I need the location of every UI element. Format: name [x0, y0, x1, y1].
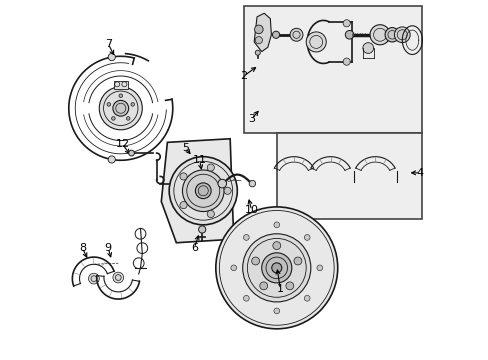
- Circle shape: [369, 25, 389, 45]
- Text: 6: 6: [190, 243, 197, 253]
- Circle shape: [126, 117, 130, 120]
- Circle shape: [215, 207, 337, 329]
- Circle shape: [207, 210, 214, 217]
- Circle shape: [218, 179, 226, 188]
- Circle shape: [255, 50, 260, 55]
- Circle shape: [243, 296, 249, 301]
- Circle shape: [242, 234, 310, 302]
- Circle shape: [180, 173, 187, 180]
- Circle shape: [273, 308, 279, 314]
- Circle shape: [272, 242, 280, 249]
- Circle shape: [254, 25, 263, 34]
- Text: 3: 3: [248, 114, 255, 124]
- Text: 2: 2: [240, 71, 247, 81]
- Text: 11: 11: [192, 155, 206, 165]
- Circle shape: [88, 273, 99, 284]
- Circle shape: [182, 170, 224, 212]
- Circle shape: [289, 28, 303, 41]
- Text: 9: 9: [104, 243, 112, 253]
- Text: 5: 5: [182, 143, 188, 153]
- Circle shape: [251, 257, 259, 265]
- Circle shape: [261, 253, 291, 283]
- Circle shape: [285, 282, 293, 290]
- Text: 12: 12: [115, 139, 129, 149]
- Circle shape: [108, 156, 115, 163]
- Text: 8: 8: [79, 243, 86, 253]
- Circle shape: [259, 282, 267, 290]
- Bar: [244, 6, 421, 134]
- Circle shape: [128, 150, 134, 156]
- Circle shape: [343, 20, 349, 27]
- Circle shape: [272, 31, 279, 39]
- Text: 1: 1: [276, 284, 283, 294]
- Circle shape: [243, 235, 249, 240]
- Circle shape: [119, 94, 122, 98]
- Circle shape: [362, 42, 373, 53]
- Circle shape: [345, 31, 353, 39]
- Text: 7: 7: [104, 39, 112, 49]
- Circle shape: [108, 54, 115, 60]
- Text: 4: 4: [416, 168, 423, 178]
- Text: 10: 10: [244, 206, 258, 216]
- Circle shape: [224, 187, 231, 194]
- Bar: [113, 81, 128, 89]
- Circle shape: [113, 272, 123, 283]
- Circle shape: [394, 27, 409, 42]
- Circle shape: [249, 180, 255, 187]
- Circle shape: [343, 58, 349, 65]
- Circle shape: [198, 226, 205, 233]
- Circle shape: [111, 117, 115, 120]
- Circle shape: [131, 103, 134, 106]
- Circle shape: [230, 265, 236, 271]
- Polygon shape: [161, 139, 233, 243]
- Circle shape: [305, 32, 325, 52]
- Circle shape: [304, 296, 309, 301]
- Circle shape: [304, 235, 309, 240]
- Circle shape: [107, 103, 110, 106]
- Circle shape: [271, 263, 281, 273]
- Circle shape: [384, 28, 399, 42]
- Circle shape: [316, 265, 322, 271]
- Circle shape: [99, 87, 142, 130]
- Circle shape: [207, 164, 214, 171]
- Circle shape: [293, 257, 301, 265]
- Circle shape: [195, 183, 211, 199]
- Bar: [276, 134, 421, 220]
- Circle shape: [169, 157, 237, 225]
- Circle shape: [273, 222, 279, 228]
- Polygon shape: [254, 13, 271, 51]
- Circle shape: [255, 37, 262, 44]
- Circle shape: [180, 202, 187, 209]
- Circle shape: [113, 100, 128, 116]
